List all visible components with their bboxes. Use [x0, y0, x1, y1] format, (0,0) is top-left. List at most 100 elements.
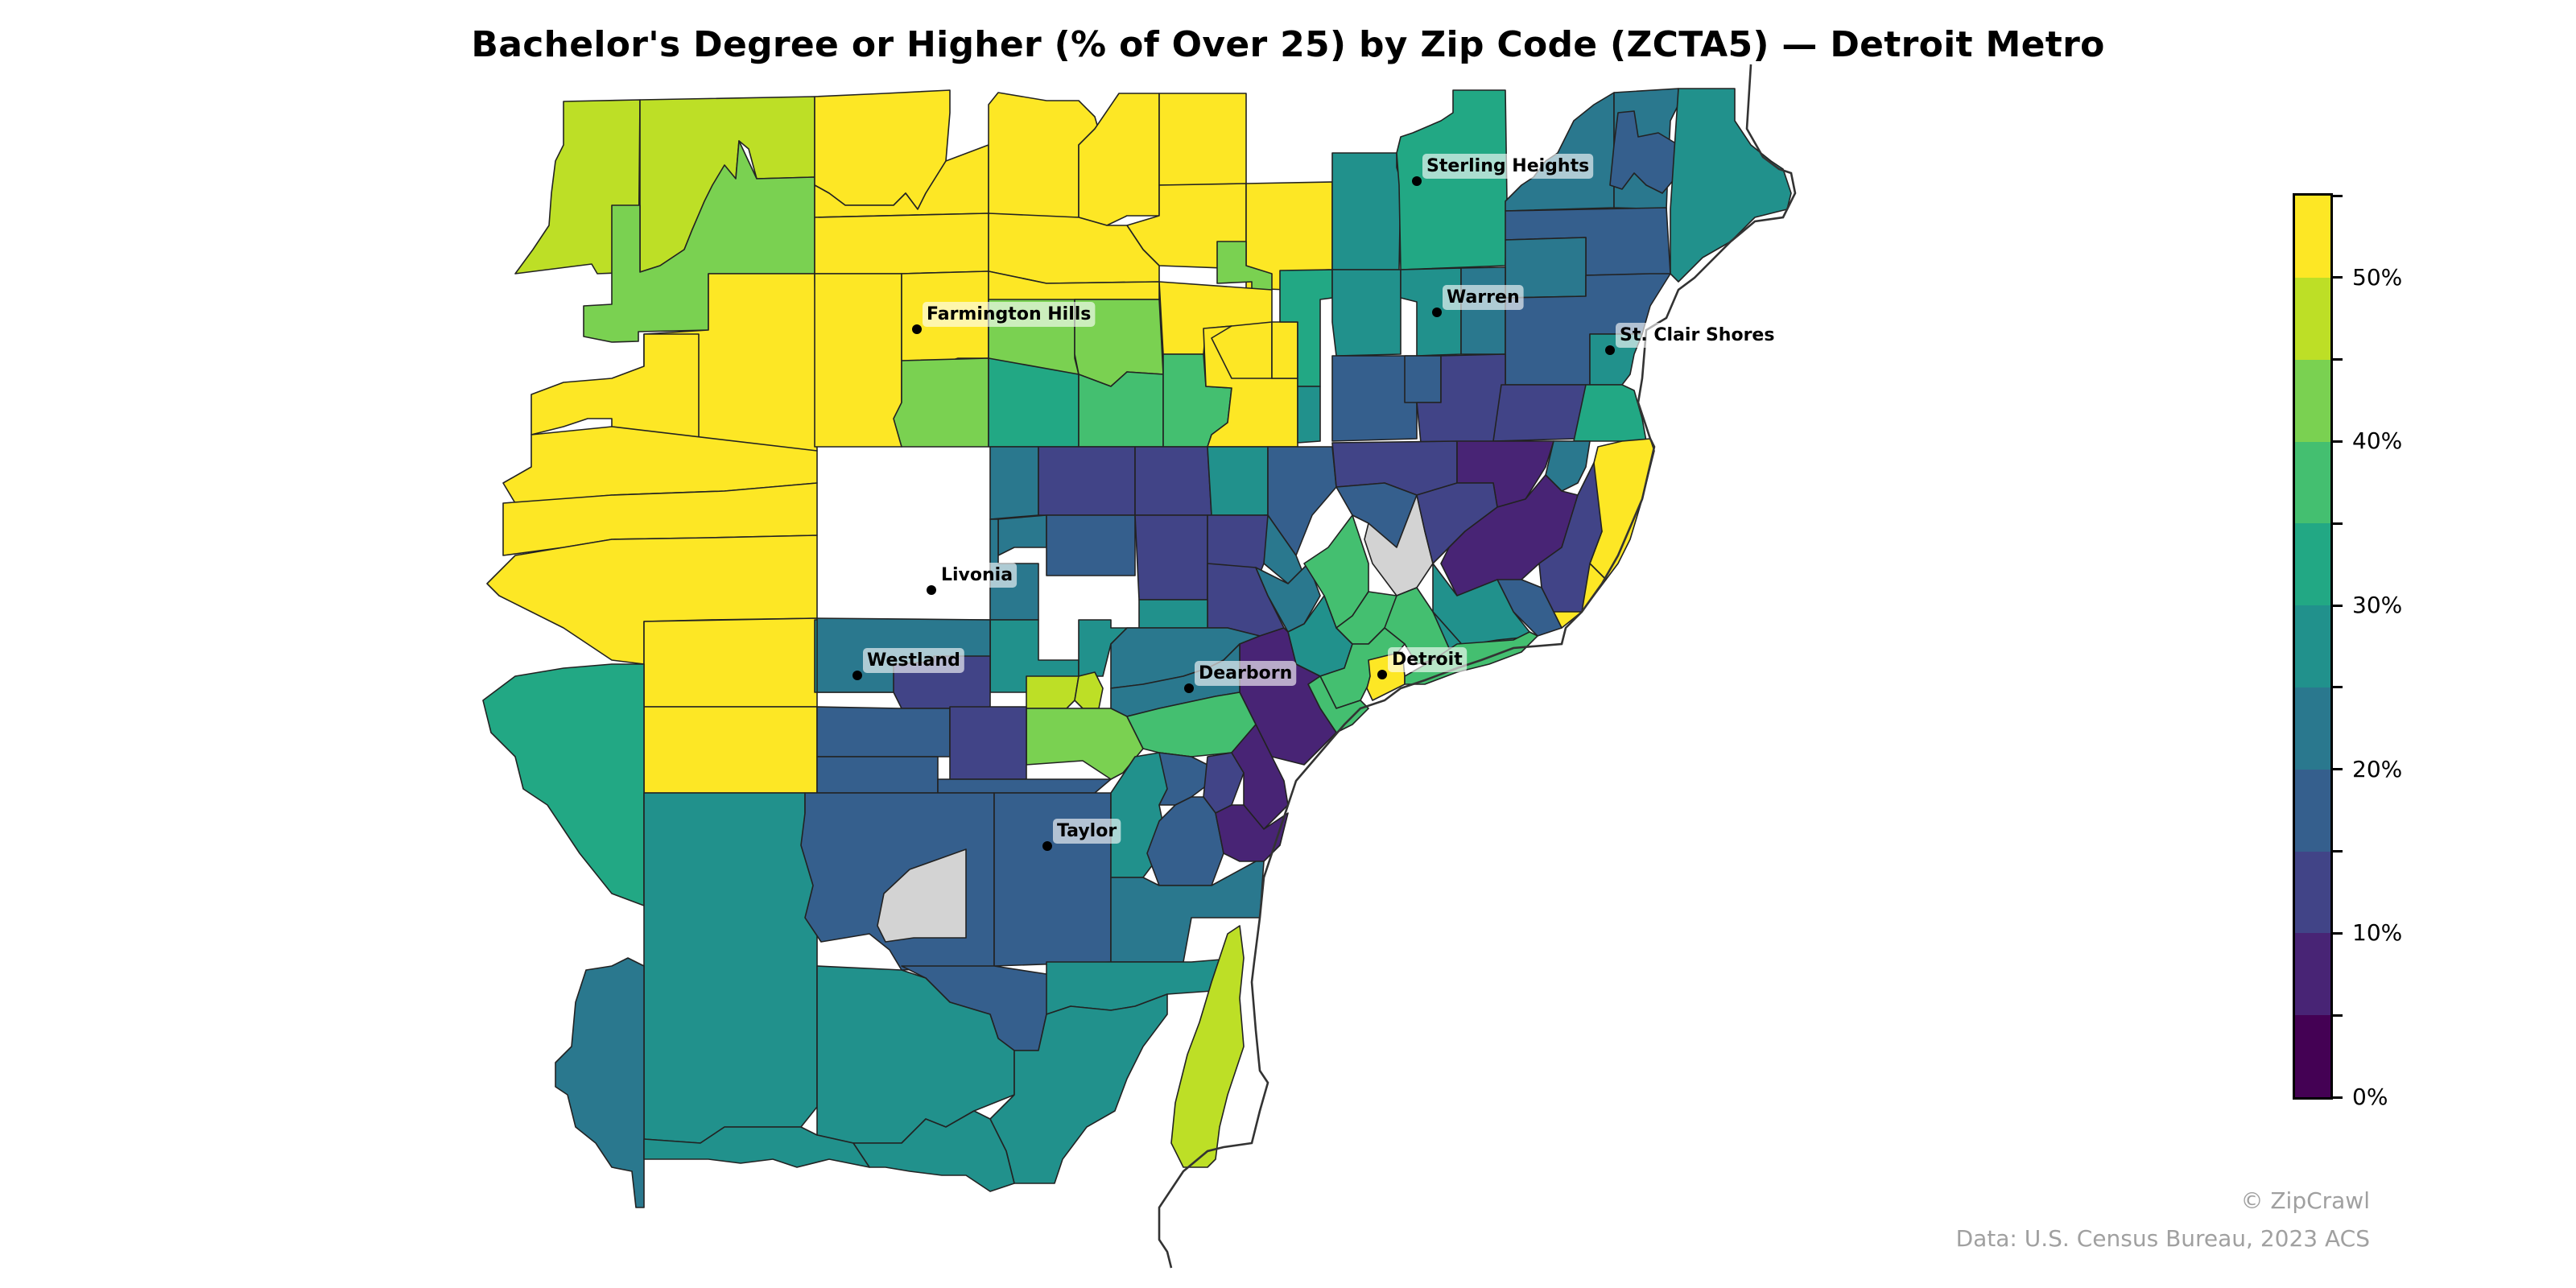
colorbar-tick	[2333, 604, 2343, 607]
zcta-region	[1078, 371, 1164, 448]
colorbar-tick-label: 30%	[2352, 592, 2403, 619]
zcta-region	[1492, 384, 1587, 442]
zcta-region	[852, 1110, 1015, 1192]
city-label-background	[923, 302, 1096, 327]
colorbar-tick-label: 20%	[2352, 755, 2403, 782]
city-dot	[1184, 683, 1194, 693]
city-dot	[912, 324, 922, 334]
city-label: Warren	[1447, 287, 1520, 308]
zcta-region	[1505, 92, 1615, 212]
city-marker	[1605, 345, 1615, 355]
colorbar-tick	[2333, 522, 2343, 525]
chart-title: Bachelor's Degree or Higher (% of Over 2…	[471, 24, 2105, 65]
colorbar-tick	[2333, 850, 2343, 853]
colorbar-bin	[2295, 359, 2330, 442]
zcta-region	[583, 140, 815, 343]
zcta-region	[1331, 152, 1402, 270]
colorbar-bin	[2295, 851, 2330, 934]
city-label-background	[1616, 323, 1779, 348]
zcta-region	[1331, 355, 1418, 442]
zcta-region	[1134, 446, 1212, 516]
zcta-region	[643, 792, 818, 1144]
zcta-region	[949, 706, 1027, 780]
city-dot	[927, 585, 936, 595]
zcta-region	[988, 357, 1080, 448]
zcta-region	[1609, 110, 1679, 194]
city-marker	[1432, 308, 1442, 317]
city-marker	[1184, 683, 1194, 693]
city-marker	[1042, 841, 1052, 851]
zcta-region	[1026, 708, 1144, 780]
zcta-regions	[482, 88, 1792, 1208]
zcta-region	[1146, 796, 1224, 886]
colorbar	[2293, 193, 2333, 1100]
coastline	[1158, 64, 1797, 1269]
colorbar-bin	[2295, 196, 2330, 278]
city-markers: Sterling Heights Farmington Hills Warren St…	[852, 154, 1779, 851]
colorbar-tick-label: 0%	[2352, 1084, 2388, 1110]
city-dot	[1412, 176, 1422, 186]
zcta-region	[816, 756, 939, 794]
city-label-background	[1422, 154, 1594, 179]
city-label: Taylor	[1057, 821, 1117, 841]
city-marker	[852, 671, 862, 680]
zcta-region	[1026, 675, 1080, 709]
zcta-region	[877, 848, 967, 943]
city-marker	[912, 324, 922, 334]
zcta-region	[1078, 599, 1208, 677]
zcta-region	[997, 514, 1047, 556]
colorbar-bin	[2295, 441, 2330, 524]
colorbar-tick	[2333, 1013, 2343, 1017]
city-dot	[1432, 308, 1442, 317]
zcta-region	[555, 957, 645, 1208]
zcta-region	[1364, 494, 1434, 597]
city-label: St. Clair Shores	[1620, 325, 1774, 345]
city-label: Livonia	[941, 565, 1013, 585]
zcta-region	[1404, 355, 1442, 403]
zcta-region	[643, 1126, 870, 1168]
zcta-region	[1211, 321, 1273, 379]
city-label: Dearborn	[1199, 663, 1292, 683]
zcta-region	[1271, 321, 1298, 379]
zcta-region	[1331, 269, 1402, 357]
city-dot	[1377, 670, 1387, 679]
zcta-region	[1400, 267, 1462, 357]
colorbar-bin	[2295, 687, 2330, 770]
colorbar-tick-label: 40%	[2352, 427, 2403, 455]
colorbar-tick-label: 10%	[2352, 919, 2403, 947]
colorbar-tick	[2333, 686, 2343, 689]
city-label-background	[1053, 819, 1121, 844]
zcta-region	[1038, 446, 1136, 516]
city-label-background	[1443, 285, 1524, 310]
city-label: Sterling Heights	[1426, 156, 1589, 176]
city-dot	[1042, 841, 1052, 851]
city-marker	[1412, 176, 1422, 186]
colorbar-tick	[2333, 1096, 2343, 1099]
colorbar-bin	[2295, 1015, 2330, 1097]
zcta-region	[1170, 925, 1245, 1168]
zcta-region	[816, 706, 951, 758]
zcta-region	[1134, 514, 1208, 601]
colorbar-tick	[2333, 194, 2343, 197]
zcta-region	[643, 617, 818, 708]
city-label-background	[1195, 661, 1297, 686]
city-label: Farmington Hills	[927, 304, 1091, 324]
zcta-region	[937, 778, 1112, 794]
colorbar-bin	[2295, 605, 2330, 687]
zcta-region	[1396, 89, 1508, 270]
zcta-region	[482, 663, 645, 906]
zcta-region	[989, 446, 1039, 520]
colorbar-bin	[2295, 769, 2330, 852]
colorbar-tick	[2333, 931, 2343, 935]
colorbar-tick	[2333, 276, 2343, 279]
city-label-background	[863, 648, 964, 673]
city-label: Detroit	[1392, 650, 1463, 670]
colorbar-tick	[2333, 440, 2343, 443]
zcta-region	[1255, 563, 1321, 633]
city-marker	[927, 585, 936, 595]
zcta-region	[1297, 386, 1321, 444]
city-label: Westland	[867, 650, 960, 671]
city-dot	[852, 671, 862, 680]
city-label-background	[1388, 647, 1468, 672]
